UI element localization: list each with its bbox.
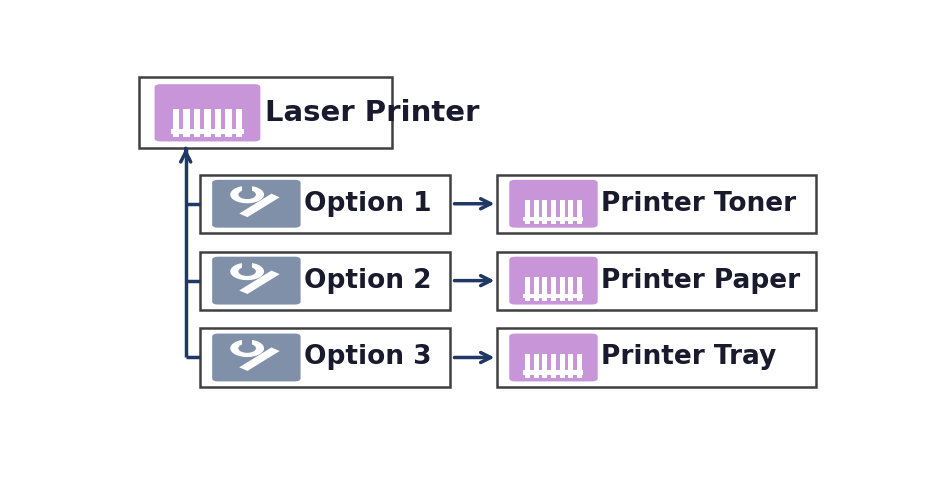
Bar: [534, 201, 539, 224]
FancyBboxPatch shape: [239, 271, 280, 294]
Circle shape: [238, 190, 256, 199]
Bar: [524, 371, 583, 375]
FancyBboxPatch shape: [239, 194, 280, 217]
Circle shape: [230, 262, 264, 280]
Bar: [577, 277, 582, 300]
Text: Laser Printer: Laser Printer: [266, 99, 480, 127]
Circle shape: [238, 267, 256, 276]
Bar: [568, 354, 573, 377]
Bar: [194, 109, 200, 137]
Bar: [236, 109, 242, 137]
FancyBboxPatch shape: [497, 175, 816, 233]
Bar: [534, 277, 539, 300]
Bar: [242, 183, 252, 191]
Bar: [173, 109, 180, 137]
Circle shape: [230, 339, 264, 357]
Text: Option 2: Option 2: [304, 268, 431, 294]
FancyBboxPatch shape: [510, 334, 597, 381]
Text: Option 3: Option 3: [304, 344, 431, 371]
Bar: [568, 277, 573, 300]
FancyBboxPatch shape: [200, 328, 451, 387]
Text: Printer Paper: Printer Paper: [600, 268, 799, 294]
Bar: [183, 109, 190, 137]
Bar: [542, 201, 547, 224]
Bar: [525, 277, 530, 300]
FancyBboxPatch shape: [497, 252, 816, 310]
Bar: [559, 201, 565, 224]
Bar: [577, 201, 582, 224]
Bar: [559, 277, 565, 300]
Bar: [568, 201, 573, 224]
FancyBboxPatch shape: [497, 328, 816, 387]
Bar: [542, 277, 547, 300]
Bar: [205, 109, 210, 137]
Bar: [525, 201, 530, 224]
Bar: [577, 354, 582, 377]
Bar: [551, 201, 556, 224]
Bar: [225, 109, 232, 137]
Bar: [542, 354, 547, 377]
FancyBboxPatch shape: [510, 180, 597, 228]
Circle shape: [230, 186, 264, 203]
Text: Printer Tray: Printer Tray: [600, 344, 776, 371]
FancyBboxPatch shape: [200, 252, 451, 310]
FancyBboxPatch shape: [212, 334, 300, 381]
Bar: [242, 260, 252, 268]
FancyBboxPatch shape: [154, 84, 260, 141]
Bar: [242, 337, 252, 345]
FancyBboxPatch shape: [510, 257, 597, 304]
FancyBboxPatch shape: [212, 257, 300, 304]
Bar: [171, 129, 244, 134]
Bar: [215, 109, 221, 137]
FancyBboxPatch shape: [239, 347, 280, 371]
FancyBboxPatch shape: [200, 175, 451, 233]
Bar: [525, 354, 530, 377]
Bar: [551, 277, 556, 300]
Bar: [534, 354, 539, 377]
Text: Option 1: Option 1: [304, 191, 431, 217]
Bar: [524, 217, 583, 221]
FancyBboxPatch shape: [138, 77, 393, 149]
Bar: [551, 354, 556, 377]
Bar: [524, 294, 583, 298]
Text: Printer Toner: Printer Toner: [600, 191, 796, 217]
FancyBboxPatch shape: [212, 180, 300, 228]
Bar: [559, 354, 565, 377]
Circle shape: [238, 344, 256, 353]
